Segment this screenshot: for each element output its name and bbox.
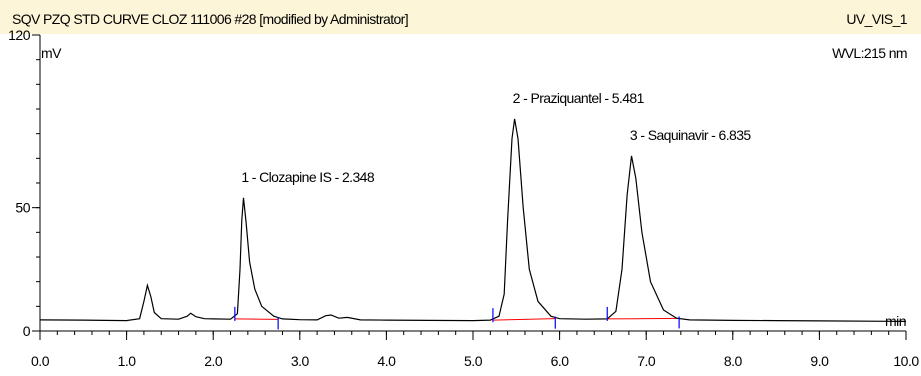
peak-markers-group — [234, 306, 680, 330]
x-tick-label: 8.0 — [724, 353, 743, 369]
x-tick-label: 10.0 — [893, 353, 919, 369]
axes-group — [32, 34, 907, 340]
y-axis-label: mV — [41, 45, 62, 61]
x-tick-label: 4.0 — [377, 353, 396, 369]
chart-title: SQV PZQ STD CURVE CLOZ 111006 #28 [modif… — [12, 11, 409, 27]
peak-label: 3 - Saquinavir - 6.835 — [630, 127, 751, 143]
peak-label: 2 - Praziquantel - 5.481 — [513, 90, 645, 106]
y-tick-label: 120 — [8, 27, 31, 43]
x-tick-label: 6.0 — [551, 353, 570, 369]
x-tick-label: 0.0 — [31, 353, 50, 369]
x-tick-label: 9.0 — [810, 353, 829, 369]
x-tick-label: 5.0 — [464, 353, 483, 369]
axis-labels-group: 0 50 120 0.0 1.0 2.0 3.0 4.0 5.0 6.0 7.0 8.0 9.0 10.0… — [8, 27, 920, 369]
peak-label: 1 - Clozapine IS - 2.348 — [241, 169, 374, 185]
peak-baseline — [492, 318, 556, 321]
x-axis-label: min — [885, 313, 906, 329]
x-tick-label: 1.0 — [118, 353, 137, 369]
header-bar — [0, 0, 921, 34]
peak-baselines-group — [234, 317, 680, 321]
peak-labels-group: 1 - Clozapine IS - 2.348 2 - Praziquantel… — [241, 90, 752, 185]
signal-trace — [39, 118, 907, 322]
y-tick-label: 50 — [15, 200, 30, 216]
x-tick-label: 7.0 — [637, 353, 656, 369]
wavelength-label: WVL:215 nm — [832, 45, 907, 61]
x-tick-label: 3.0 — [291, 353, 310, 369]
channel-label: UV_VIS_1 — [846, 11, 907, 27]
y-tick-label: 0 — [23, 323, 31, 339]
x-tick-label: 2.0 — [204, 353, 223, 369]
